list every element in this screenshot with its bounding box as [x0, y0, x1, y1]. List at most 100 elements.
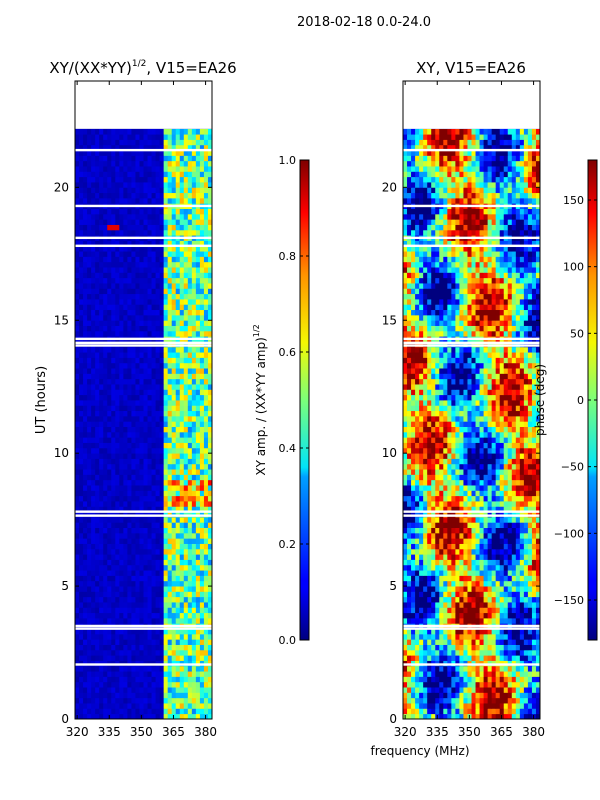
- heatmap-cell: [147, 633, 152, 640]
- heatmap-cell: [179, 251, 185, 257]
- heatmap-cell: [171, 644, 177, 651]
- heatmap-cell: [439, 703, 444, 709]
- heatmap-cell: [167, 559, 173, 566]
- heatmap-cell: [483, 687, 489, 693]
- heatmap-cell: [95, 495, 100, 502]
- heatmap-cell: [175, 187, 181, 194]
- heatmap-cell: [147, 431, 152, 438]
- heatmap-cell: [119, 187, 124, 194]
- heatmap-cell: [127, 182, 132, 188]
- colorbar-1-label-sup: 1/2: [252, 324, 261, 337]
- heatmap-cell: [527, 671, 533, 677]
- heatmap-cell: [131, 665, 136, 672]
- heatmap-cell: [115, 453, 120, 459]
- heatmap-cell: [183, 267, 189, 273]
- heatmap-cell: [155, 437, 161, 443]
- heatmap-cell: [207, 415, 212, 422]
- heatmap-cell: [91, 703, 96, 709]
- heatmap-cell: [191, 155, 197, 162]
- heatmap-cell: [167, 384, 173, 390]
- heatmap-cell: [179, 314, 185, 321]
- heatmap-cell: [471, 607, 476, 614]
- heatmap-cell: [131, 362, 136, 369]
- heatmap-cell: [79, 283, 84, 289]
- heatmap-cell: [155, 144, 161, 151]
- heatmap-cell: [119, 442, 124, 449]
- heatmap-cell: [427, 676, 432, 683]
- heatmap-cell: [135, 612, 140, 619]
- heatmap-cell: [167, 628, 173, 635]
- heatmap-cell: [179, 208, 185, 215]
- heatmap-cell: [431, 644, 436, 651]
- heatmap-cell: [203, 591, 209, 598]
- heatmap-cell: [455, 628, 460, 635]
- heatmap-cell: [463, 612, 468, 619]
- heatmap-cell: [511, 543, 517, 550]
- heatmap-cell: [155, 633, 161, 640]
- heatmap-cell: [127, 628, 132, 635]
- heatmap-cell: [151, 267, 156, 273]
- heatmap-cell: [139, 703, 144, 709]
- heatmap-cell: [139, 548, 144, 555]
- heatmap-cell: [83, 192, 88, 199]
- heatmap-cell: [451, 575, 456, 582]
- heatmap-cell: [427, 580, 432, 587]
- heatmap-cell: [103, 469, 108, 475]
- heatmap-cell: [95, 687, 100, 693]
- heatmap-cell: [107, 229, 112, 236]
- heatmap-cell: [91, 665, 96, 672]
- heatmap-cell: [195, 368, 201, 374]
- heatmap-cell: [135, 182, 140, 188]
- heatmap-cell: [99, 304, 104, 311]
- heatmap-cell: [119, 490, 124, 497]
- heatmap-cell: [155, 681, 161, 688]
- heatmap-cell: [147, 586, 152, 592]
- heatmap-cell: [75, 320, 80, 326]
- heatmap-cell: [523, 607, 529, 614]
- heatmap-cell: [95, 298, 100, 305]
- heatmap-cell: [151, 150, 156, 156]
- heatmap-cell: [519, 586, 525, 592]
- heatmap-cell: [151, 309, 156, 316]
- heatmap-cell: [511, 681, 517, 688]
- heatmap-cell: [99, 346, 104, 353]
- heatmap-cell: [415, 596, 420, 603]
- heatmap-cell: [199, 400, 205, 406]
- heatmap-cell: [135, 298, 140, 305]
- heatmap-cell: [103, 155, 108, 162]
- heatmap-cell: [107, 240, 112, 247]
- heatmap-cell: [187, 591, 193, 598]
- heatmap-cell: [519, 687, 525, 693]
- heatmap-cell: [159, 602, 165, 608]
- heatmap-cell: [199, 591, 205, 598]
- heatmap-cell: [111, 171, 116, 178]
- heatmap-cell: [171, 495, 177, 502]
- heatmap-cell: [443, 713, 448, 719]
- heatmap-cell: [131, 224, 136, 231]
- heatmap-cell: [135, 602, 140, 608]
- heatmap-cell: [99, 442, 104, 449]
- heatmap-cell: [91, 192, 96, 199]
- heatmap-cell: [167, 400, 173, 406]
- heatmap-cell: [191, 288, 197, 295]
- heatmap-cell: [79, 160, 84, 167]
- heatmap-cell: [147, 389, 152, 396]
- heatmap-cell: [491, 628, 497, 635]
- heatmap-cell: [427, 703, 432, 709]
- heatmap-cell: [143, 570, 148, 576]
- heatmap-cell: [499, 644, 505, 651]
- heatmap-cell: [103, 192, 108, 199]
- heatmap-cell: [95, 516, 100, 523]
- heatmap-cell: [195, 665, 201, 672]
- heatmap-amplitude: [75, 81, 212, 719]
- heatmap-cell: [147, 644, 152, 651]
- heatmap-cell: [203, 495, 209, 502]
- heatmap-cell: [155, 469, 161, 475]
- heatmap-cell: [203, 304, 209, 311]
- heatmap-cell: [515, 665, 521, 672]
- heatmap-cell: [183, 293, 189, 300]
- heatmap-cell: [151, 602, 156, 608]
- heatmap-cell: [175, 352, 181, 358]
- heatmap-cell: [179, 453, 185, 459]
- heatmap-cell: [171, 708, 177, 715]
